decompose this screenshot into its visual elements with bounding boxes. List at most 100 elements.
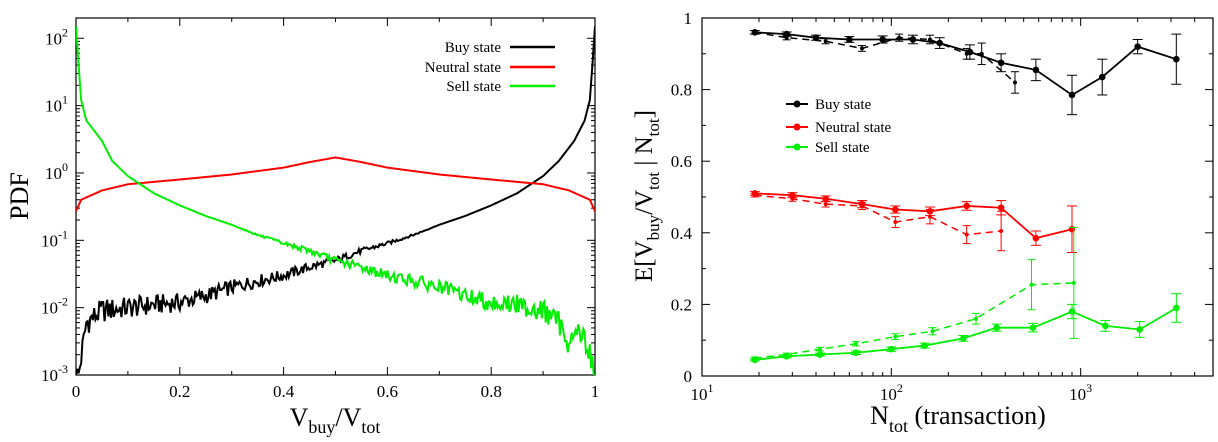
left-x-tick-label: 0.6 xyxy=(377,382,398,401)
left-y-tick-label: 10-1 xyxy=(41,227,68,250)
right-series-line-3 xyxy=(754,194,1002,236)
legend-label-sell: Sell state xyxy=(815,140,870,156)
right-data-point xyxy=(860,46,865,51)
legend-label-buy: Buy state xyxy=(815,97,872,113)
right-data-point xyxy=(888,345,895,353)
right-data-point xyxy=(921,342,928,349)
right-data-point xyxy=(1032,234,1040,242)
right-y-tick-label: 0.8 xyxy=(671,81,692,100)
right-data-point xyxy=(790,196,795,201)
right-data-point xyxy=(999,229,1004,234)
right-data-point xyxy=(784,35,789,40)
right-data-point xyxy=(752,30,757,35)
right-data-point xyxy=(964,232,969,237)
left-axis-ticks: 0 0.2 0.4 0.6 0.8 1 10-3 10-2 10-1 100 101 102 xyxy=(41,17,600,401)
right-data-point xyxy=(1173,55,1180,63)
right-y-axis-label: E[Vbuy/Vtot | Ntot] xyxy=(631,110,663,282)
right-data-point xyxy=(964,51,969,56)
right-data-point xyxy=(1098,73,1106,81)
right-data-point xyxy=(963,202,970,210)
right-data-point xyxy=(823,39,828,44)
right-data-point xyxy=(1173,304,1180,312)
right-chart: 101 102 103 0 0.2 0.4 0.6 0.8 1 E[Vbuy/Vtot | Nt… xyxy=(631,9,1214,436)
right-data-point xyxy=(1136,326,1143,333)
right-data-point xyxy=(789,191,796,199)
legend-label-neutral: Neutral state xyxy=(815,120,892,136)
left-x-tick-label: 0 xyxy=(72,382,81,401)
right-data-point xyxy=(993,324,1000,331)
right-data-point xyxy=(784,352,789,357)
left-plot-frame xyxy=(75,17,596,376)
left-x-tick-label: 1 xyxy=(591,382,600,401)
right-y-tick-label: 0 xyxy=(684,367,693,386)
right-data-point xyxy=(1134,43,1141,50)
right-data-point xyxy=(1068,91,1076,99)
right-data-point xyxy=(879,36,886,43)
right-data-point xyxy=(930,329,935,334)
right-data-point xyxy=(1032,66,1040,74)
right-data-point xyxy=(853,341,858,346)
right-data-point xyxy=(1029,282,1034,287)
right-data-point xyxy=(892,206,899,213)
legend-label-sell: Sell state xyxy=(446,79,501,95)
right-data-point xyxy=(973,316,978,321)
right-y-tick-label: 0.6 xyxy=(671,152,692,171)
right-data-point xyxy=(752,356,757,361)
right-legend: Buy state Neutral state Sell state xyxy=(786,97,892,156)
right-data-point xyxy=(823,202,828,207)
right-data-point xyxy=(752,193,757,198)
left-y-tick-label: 100 xyxy=(45,160,68,183)
legend-label-buy: Buy state xyxy=(445,40,502,56)
right-data-point xyxy=(997,204,1005,212)
right-data-point xyxy=(936,39,943,47)
legend-marker-sell xyxy=(793,143,801,151)
right-series-line-2 xyxy=(754,192,1073,240)
right-plot-frame xyxy=(701,17,1214,377)
right-data-point xyxy=(893,334,898,339)
right-data-point xyxy=(860,203,865,208)
left-series-line-0 xyxy=(76,26,595,375)
left-y-tick-label: 10-2 xyxy=(41,295,68,318)
left-x-tick-label: 0.8 xyxy=(481,382,502,401)
left-series-line-2 xyxy=(76,26,595,375)
right-data-point xyxy=(927,37,932,42)
left-y-axis-label: PDF xyxy=(5,172,34,220)
legend-label-neutral: Neutral state xyxy=(425,60,502,76)
left-legend: Buy state Neutral state Sell state xyxy=(425,40,555,95)
right-x-tick-label: 102 xyxy=(880,381,903,404)
right-y-tick-label: 0.2 xyxy=(671,295,692,314)
left-x-tick-label: 0.4 xyxy=(273,382,295,401)
right-data-point xyxy=(1102,322,1109,330)
right-data-point xyxy=(822,195,829,203)
right-data-point xyxy=(1068,225,1076,233)
right-data-point xyxy=(818,347,823,352)
right-data-point xyxy=(927,214,932,219)
right-x-tick-label: 103 xyxy=(1069,381,1092,404)
right-axis-ticks: 101 102 103 0 0.2 0.4 0.6 0.8 1 xyxy=(671,9,1214,404)
right-x-tick-label: 101 xyxy=(691,381,714,404)
right-data-point xyxy=(893,220,898,225)
legend-marker-neutral xyxy=(793,123,801,131)
right-data-point xyxy=(1029,324,1037,331)
right-data-point xyxy=(1068,308,1076,315)
right-data-point xyxy=(816,351,824,358)
right-data-point xyxy=(997,59,1005,67)
left-x-tick-label: 0.2 xyxy=(169,382,190,401)
left-y-tick-label: 10-3 xyxy=(41,362,68,385)
right-data-point xyxy=(979,51,984,56)
right-series-line-0 xyxy=(754,31,1177,97)
right-data-point xyxy=(909,36,917,43)
right-series-group xyxy=(749,29,1182,364)
right-data-point xyxy=(812,34,820,41)
right-data-point xyxy=(852,349,860,357)
right-y-tick-label: 1 xyxy=(684,9,693,28)
left-series-group xyxy=(76,26,595,375)
left-series-line-1 xyxy=(76,156,595,212)
right-y-tick-label: 0.4 xyxy=(671,224,693,243)
left-y-tick-label: 101 xyxy=(45,93,68,116)
right-series-line-5 xyxy=(754,282,1074,359)
right-data-point xyxy=(846,36,853,43)
right-data-point xyxy=(897,35,902,40)
